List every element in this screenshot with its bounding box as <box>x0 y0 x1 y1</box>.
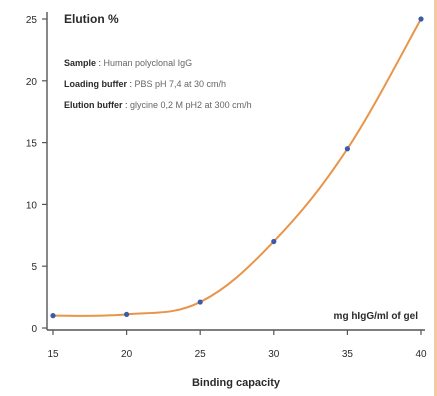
chart-title: Elution % <box>64 12 119 26</box>
data-point <box>344 146 350 152</box>
y-tick-label: 5 <box>31 262 37 273</box>
x-tick-label: 20 <box>121 349 133 360</box>
annotation-elution-buffer: Elution buffer : glycine 0,2 M pH2 at 30… <box>64 100 252 110</box>
y-tick-label: 25 <box>26 15 38 26</box>
annotation-elution-label: Elution buffer <box>64 100 123 110</box>
y-tick-label: 10 <box>26 200 38 211</box>
x-unit-label: mg hIgG/ml of gel <box>334 311 419 322</box>
frame-edge <box>434 0 437 396</box>
x-tick-label: 30 <box>268 349 280 360</box>
y-tick-label: 15 <box>26 139 38 150</box>
data-point <box>197 299 203 305</box>
annotation-loading-value: PBS pH 7,4 at 30 cm/h <box>135 79 227 89</box>
x-tick-label: 35 <box>342 349 354 360</box>
data-point <box>271 238 277 245</box>
data-point <box>124 311 130 318</box>
x-ticks: 15 20 25 30 35 40 <box>47 330 427 360</box>
annotation-sample-value: Human polyclonal IgG <box>104 58 193 68</box>
annotation-loading-buffer: Loading buffer : PBS pH 7,4 at 30 cm/h <box>64 79 226 89</box>
y-tick-label: 20 <box>26 77 38 88</box>
annotation-sample: Sample : Human polyclonal IgG <box>64 58 192 68</box>
annotation-loading-label: Loading buffer <box>64 79 127 89</box>
data-point <box>418 16 424 22</box>
x-axis-title: Binding capacity <box>192 377 281 389</box>
y-tick-label: 0 <box>31 324 37 335</box>
x-tick-label: 40 <box>415 349 427 360</box>
annotation-elution-value: glycine 0,2 M pH2 at 300 cm/h <box>130 100 252 110</box>
svg-text:Sample : Human polyclonal IgG: Sample : Human polyclonal IgG <box>64 58 192 68</box>
y-ticks: 0 5 10 15 20 25 <box>26 15 47 335</box>
data-point <box>50 313 56 319</box>
x-tick-label: 15 <box>47 349 59 360</box>
series-points <box>50 16 424 319</box>
x-tick-label: 25 <box>195 349 207 360</box>
svg-text:Elution buffer : glycine 0,2 M: Elution buffer : glycine 0,2 M pH2 at 30… <box>64 100 252 110</box>
annotation-sample-label: Sample <box>64 58 96 68</box>
svg-text:Loading buffer : PBS pH 7,4 at: Loading buffer : PBS pH 7,4 at 30 cm/h <box>64 79 226 89</box>
